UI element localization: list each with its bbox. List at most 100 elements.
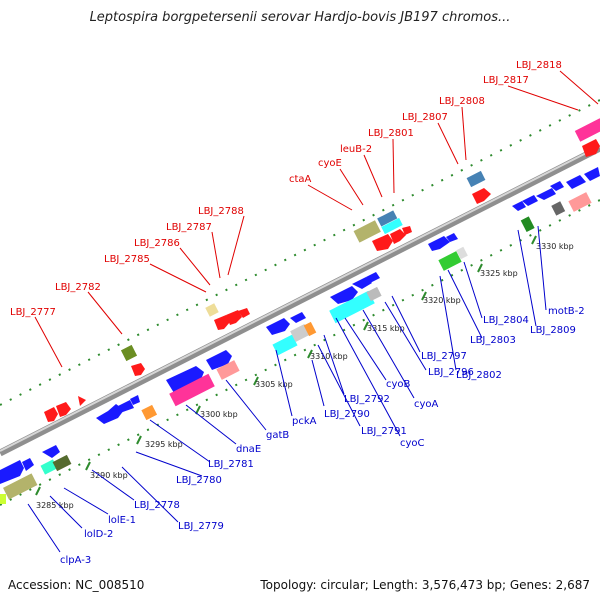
feature-box-olive — [3, 473, 38, 500]
leader-line — [185, 404, 237, 445]
reverse-gene-arrow — [130, 395, 140, 405]
gene-label-lbj-2788[interactable]: LBJ_2788 — [198, 206, 244, 217]
leader-line — [27, 503, 61, 553]
gene-label-pcka[interactable]: pckA — [292, 416, 317, 427]
reverse-gene-arrow — [206, 350, 232, 370]
tick-mark — [363, 321, 369, 331]
reverse-gene-arrow — [550, 181, 564, 191]
gene-label-dnae[interactable]: dnaE — [236, 444, 261, 455]
tick-label: 3330 kbp — [536, 242, 574, 251]
gene-label-lbj-2809[interactable]: LBJ_2809 — [530, 325, 576, 336]
chromosome-backbone — [0, 144, 600, 457]
tick-label: 3300 kbp — [200, 410, 238, 419]
gene-label-lold-2[interactable]: lolD-2 — [84, 529, 113, 540]
leader-line — [335, 317, 401, 437]
feature-box-magenta — [574, 118, 600, 142]
gene-label-lbj-2792[interactable]: LBJ_2792 — [344, 394, 390, 405]
forward-gene-arrow — [131, 363, 145, 376]
tick-label: 3285 kbp — [36, 501, 74, 510]
leader-line — [211, 231, 221, 279]
gene-label-lbj-2807[interactable]: LBJ_2807 — [402, 112, 448, 123]
leader-line — [135, 451, 203, 477]
gene-label-ctaa[interactable]: ctaA — [289, 174, 312, 185]
forward-gene-arrow — [44, 407, 58, 422]
gene-label-lbj-2791[interactable]: LBJ_2791 — [361, 426, 407, 437]
leader-line — [323, 334, 345, 395]
forward-labels: LBJ_2777 LBJ_2782 LBJ_2785 LBJ_2786 LBJ_… — [10, 60, 562, 318]
gene-label-clpa-3[interactable]: clpA-3 — [60, 555, 91, 566]
gene-label-lole-1[interactable]: lolE-1 — [108, 515, 136, 526]
leader-line — [149, 263, 207, 293]
tick-label: 3310 kbp — [310, 352, 348, 361]
reverse-gene-arrow — [512, 201, 526, 211]
gene-label-leub-2[interactable]: leuB-2 — [340, 144, 372, 155]
gene-label-lbj-2782[interactable]: LBJ_2782 — [55, 282, 101, 293]
leader-line — [91, 469, 135, 501]
gene-label-lbj-2777[interactable]: LBJ_2777 — [10, 307, 56, 318]
gene-label-cyoa[interactable]: cyoA — [414, 399, 439, 410]
leader-line — [463, 261, 483, 319]
gene-label-lbj-2779[interactable]: LBJ_2779 — [178, 521, 224, 532]
leader-line — [363, 154, 383, 198]
gene-label-cyoe[interactable]: cyoE — [318, 158, 342, 169]
reverse-gene-arrow — [428, 236, 450, 251]
gene-label-cyoc[interactable]: cyoC — [400, 438, 425, 449]
gene-label-lbj-2818[interactable]: LBJ_2818 — [516, 60, 562, 71]
reverse-gene-arrow — [536, 188, 556, 200]
gene-label-lbj-2786[interactable]: LBJ_2786 — [134, 238, 180, 249]
leader-line — [179, 247, 211, 286]
reverse-gene-arrow — [290, 312, 306, 323]
feature-box-olive — [120, 344, 138, 362]
gene-label-cyob[interactable]: cyoB — [386, 379, 411, 390]
feature-box-magenta — [169, 373, 215, 407]
gene-label-motb-2[interactable]: motB-2 — [548, 306, 585, 317]
leader-line — [392, 138, 395, 194]
feature-box-pink — [568, 192, 592, 212]
gene-label-lbj-2797[interactable]: LBJ_2797 — [421, 351, 467, 362]
gene-label-lbj-2787[interactable]: LBJ_2787 — [166, 222, 212, 233]
gene-label-gatb[interactable]: gatB — [266, 430, 289, 441]
reverse-gene-arrow — [522, 195, 538, 206]
gene-label-lbj-2796[interactable]: LBJ_2796 — [428, 367, 474, 378]
gene-label-lbj-2817[interactable]: LBJ_2817 — [483, 75, 529, 86]
feature-box-yellow — [0, 494, 6, 504]
leader-line — [384, 301, 427, 371]
gene-label-lbj-2778[interactable]: LBJ_2778 — [134, 500, 180, 511]
tick-label: 3315 kbp — [367, 324, 405, 333]
reverse-labels: clpA-3 lolD-2 lolE-1 LBJ_2778 LBJ_2779 L… — [60, 306, 585, 566]
forward-gene-arrow — [78, 396, 86, 406]
gene-label-lbj-2785[interactable]: LBJ_2785 — [104, 254, 150, 265]
gene-label-lbj-2790[interactable]: LBJ_2790 — [324, 409, 370, 420]
tick-mark — [253, 376, 259, 386]
forward-leader-lines — [34, 70, 599, 368]
leader-line — [121, 466, 179, 523]
gene-label-lbj-2781[interactable]: LBJ_2781 — [208, 459, 254, 470]
tick-mark — [531, 235, 537, 245]
tick-mark — [136, 435, 142, 445]
gene-label-lbj-2808[interactable]: LBJ_2808 — [439, 96, 485, 107]
feature-box-lightgray — [290, 324, 310, 342]
feature-box-steel — [466, 170, 486, 188]
gene-label-lbj-2802[interactable]: LBJ_2802 — [456, 370, 502, 381]
gene-label-lbj-2780[interactable]: LBJ_2780 — [176, 475, 222, 486]
gene-label-lbj-2801[interactable]: LBJ_2801 — [368, 128, 414, 139]
tick-mark — [421, 291, 427, 301]
reverse-leader-lines — [27, 225, 547, 553]
tick-mark — [85, 461, 91, 471]
forward-gene-arrow — [56, 402, 71, 417]
leader-line — [49, 495, 83, 529]
reverse-gene-arrow — [166, 366, 204, 393]
leader-line — [149, 419, 211, 463]
map-title: Leptospira borgpetersenii serovar Hardjo… — [89, 10, 511, 25]
tick-label: 3320 kbp — [423, 296, 461, 305]
gene-label-lbj-2803[interactable]: LBJ_2803 — [470, 335, 516, 346]
tick-mark — [307, 349, 313, 359]
reverse-gene-arrow — [96, 404, 124, 424]
feature-box-orange — [141, 404, 158, 421]
feature-box-lightgray — [456, 246, 468, 260]
gene-label-lbj-2804[interactable]: LBJ_2804 — [483, 315, 529, 326]
feature-box-cyan — [381, 217, 403, 235]
leader-line — [507, 85, 579, 111]
leader-line — [34, 316, 63, 368]
